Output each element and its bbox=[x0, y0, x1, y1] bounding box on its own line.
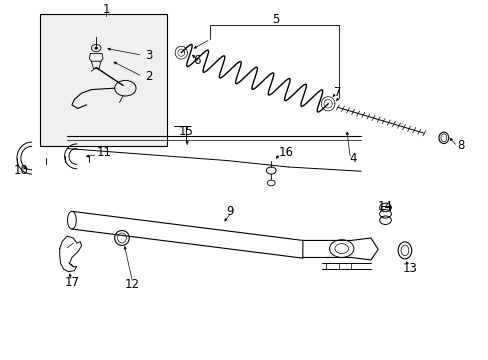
Text: 2: 2 bbox=[144, 70, 152, 83]
Text: 1: 1 bbox=[102, 3, 109, 15]
Text: 14: 14 bbox=[377, 199, 392, 212]
Text: 15: 15 bbox=[178, 125, 193, 138]
Text: 5: 5 bbox=[272, 13, 279, 26]
Text: 4: 4 bbox=[348, 152, 356, 165]
Text: 11: 11 bbox=[96, 146, 111, 159]
Bar bbox=[40, 14, 166, 146]
Text: 13: 13 bbox=[402, 262, 416, 275]
Text: 8: 8 bbox=[456, 139, 464, 152]
Circle shape bbox=[95, 47, 98, 49]
Text: 9: 9 bbox=[226, 205, 233, 218]
Text: 16: 16 bbox=[278, 146, 293, 159]
Text: 6: 6 bbox=[193, 54, 201, 67]
Text: 17: 17 bbox=[64, 276, 79, 289]
Text: 10: 10 bbox=[13, 164, 28, 177]
Text: 12: 12 bbox=[125, 278, 140, 291]
Text: 7: 7 bbox=[334, 86, 341, 99]
Text: 3: 3 bbox=[144, 49, 152, 62]
